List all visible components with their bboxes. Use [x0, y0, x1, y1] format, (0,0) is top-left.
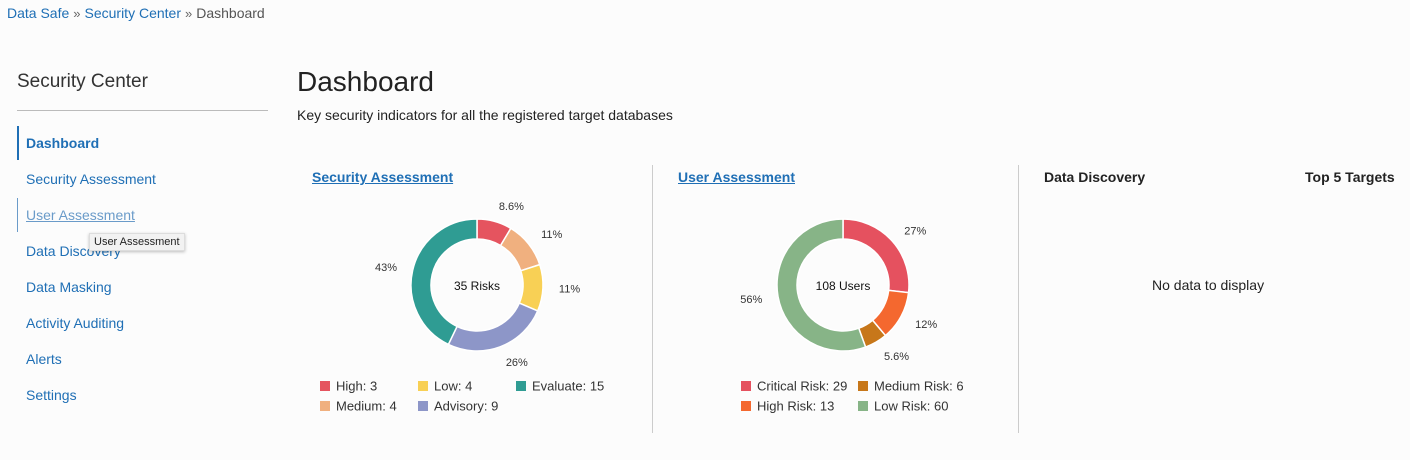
nav-item[interactable]: Data Masking: [26, 279, 112, 295]
panel-title[interactable]: Security Assessment: [312, 169, 454, 185]
nav-item[interactable]: Security Assessment: [26, 171, 156, 187]
nav-item[interactable]: Dashboard: [17, 126, 99, 160]
sidebar-divider: [17, 110, 268, 111]
percent-label: 12%: [915, 319, 937, 331]
empty-message: No data to display: [1152, 277, 1265, 293]
sidebar-title: Security Center: [17, 71, 148, 92]
percent-label: 43%: [375, 262, 397, 274]
legend-swatch: [516, 381, 526, 391]
legend-label: Medium: 4: [336, 399, 397, 414]
center-label: 108 Users: [816, 279, 871, 293]
legend-label: High Risk: 13: [757, 399, 834, 414]
percent-label: 27%: [904, 225, 926, 237]
legend-swatch: [741, 401, 751, 411]
panel-title[interactable]: User Assessment: [678, 169, 795, 185]
breadcrumb-item: Dashboard: [196, 5, 265, 21]
breadcrumb-item[interactable]: Data Safe: [7, 5, 70, 21]
nav-item[interactable]: Activity Auditing: [26, 315, 125, 331]
legend-label: High: 3: [336, 379, 377, 394]
nav-item[interactable]: Settings: [26, 387, 77, 403]
legend-label: Advisory: 9: [434, 399, 498, 414]
breadcrumb-separator: »: [184, 6, 193, 21]
donut-slice: [410, 218, 478, 346]
page-title: Dashboard: [297, 66, 434, 97]
breadcrumb-item[interactable]: Security Center: [84, 5, 181, 21]
legend-label: Critical Risk: 29: [757, 379, 847, 394]
legend-label: Evaluate: 15: [532, 379, 604, 394]
percent-label: 5.6%: [884, 351, 909, 363]
nav-item[interactable]: Alerts: [26, 351, 62, 367]
legend-label: Low Risk: 60: [874, 399, 948, 414]
center-label: 35 Risks: [454, 279, 500, 293]
legend-swatch: [320, 381, 330, 391]
page: Data Safe» Security Center» Dashboard Secu…: [7, 5, 1395, 433]
legend-swatch: [741, 381, 751, 391]
panel-title: Data Discovery: [1044, 169, 1146, 185]
percent-label: 56%: [740, 294, 762, 306]
breadcrumb: Data Safe» Security Center» Dashboard: [7, 5, 265, 21]
donut-chart: 27% 12% 5.6% 56% 108 Users Critical Risk: 29 H…: [740, 218, 964, 414]
panel-divider: [1018, 165, 1019, 433]
donut-slice: [499, 227, 541, 272]
breadcrumb-separator: »: [73, 6, 81, 21]
percent-label: 11%: [541, 229, 562, 241]
legend-swatch: [418, 401, 428, 411]
panel-divider: [652, 165, 653, 433]
legend-label: Low: 4: [434, 379, 472, 394]
nav-item[interactable]: User Assessment: [17, 198, 135, 232]
donut-slice: [447, 302, 539, 352]
percent-label: 11%: [559, 284, 580, 296]
donut-chart: 8.6% 11% 11% 26% 43% 35 Risks High: 3 Medium: 4…: [320, 201, 604, 414]
legend-label: Medium Risk: 6: [874, 379, 964, 394]
percent-label: 26%: [506, 357, 528, 369]
legend-swatch: [418, 381, 428, 391]
tooltip: User Assessment: [89, 233, 185, 251]
donut-slice: [776, 218, 867, 352]
page-subtitle: Key security indicators for all the regi…: [297, 107, 673, 123]
legend-swatch: [858, 401, 868, 411]
percent-label: 8.6%: [499, 201, 524, 213]
legend-swatch: [320, 401, 330, 411]
panel-title: Top 5 Targets: [1305, 169, 1395, 185]
legend-swatch: [858, 381, 868, 391]
